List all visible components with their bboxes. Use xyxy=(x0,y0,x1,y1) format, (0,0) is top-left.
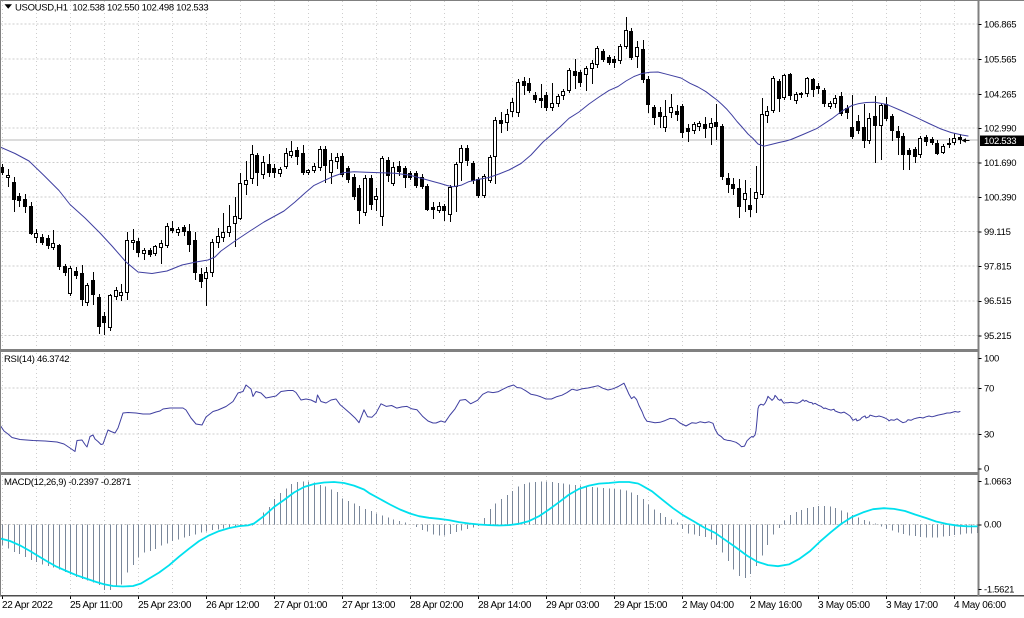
svg-text:0.00: 0.00 xyxy=(984,520,1001,531)
svg-text:RSI(14) 46.3742: RSI(14) 46.3742 xyxy=(4,354,69,365)
svg-text:106.865: 106.865 xyxy=(984,20,1016,31)
svg-text:95.215: 95.215 xyxy=(984,331,1011,342)
svg-text:29 Apr 03:00: 29 Apr 03:00 xyxy=(546,600,600,611)
svg-text:1.0663: 1.0663 xyxy=(984,476,1011,487)
svg-text:30: 30 xyxy=(984,430,994,441)
svg-text:USOUSD,H1 102.538 102.550 102: USOUSD,H1 102.538 102.550 102.498 102.53… xyxy=(15,2,208,13)
svg-text:29 Apr 15:00: 29 Apr 15:00 xyxy=(614,600,668,611)
svg-text:105.565: 105.565 xyxy=(984,55,1016,66)
svg-text:101.690: 101.690 xyxy=(984,158,1016,169)
svg-text:26 Apr 12:00: 26 Apr 12:00 xyxy=(206,600,260,611)
svg-text:100: 100 xyxy=(984,353,999,364)
svg-text:2 May 04:00: 2 May 04:00 xyxy=(682,600,734,611)
svg-text:27 Apr 13:00: 27 Apr 13:00 xyxy=(342,600,396,611)
svg-text:104.265: 104.265 xyxy=(984,89,1016,100)
svg-text:3 May 05:00: 3 May 05:00 xyxy=(818,600,870,611)
svg-text:25 Apr 23:00: 25 Apr 23:00 xyxy=(138,600,192,611)
svg-text:70: 70 xyxy=(984,384,994,395)
svg-text:3 May 17:00: 3 May 17:00 xyxy=(886,600,938,611)
svg-text:2 May 16:00: 2 May 16:00 xyxy=(750,600,802,611)
svg-text:96.515: 96.515 xyxy=(984,296,1011,307)
svg-text:4 May 06:00: 4 May 06:00 xyxy=(954,600,1006,611)
svg-text:25 Apr 11:00: 25 Apr 11:00 xyxy=(70,600,123,611)
svg-text:99.115: 99.115 xyxy=(984,227,1011,238)
svg-text:22 Apr 2022: 22 Apr 2022 xyxy=(2,600,53,611)
svg-text:28 Apr 02:00: 28 Apr 02:00 xyxy=(410,600,464,611)
svg-text:100.390: 100.390 xyxy=(984,192,1016,203)
svg-text:102.533: 102.533 xyxy=(984,136,1016,147)
svg-text:28 Apr 14:00: 28 Apr 14:00 xyxy=(478,600,532,611)
svg-text:102.990: 102.990 xyxy=(984,123,1016,134)
svg-text:0: 0 xyxy=(984,464,989,475)
svg-text:27 Apr 01:00: 27 Apr 01:00 xyxy=(274,600,328,611)
svg-text:97.815: 97.815 xyxy=(984,261,1011,272)
svg-text:-1.5621: -1.5621 xyxy=(984,584,1014,595)
svg-text:MACD(12,26,9) -0.2397 -0.2871: MACD(12,26,9) -0.2397 -0.2871 xyxy=(4,477,131,488)
